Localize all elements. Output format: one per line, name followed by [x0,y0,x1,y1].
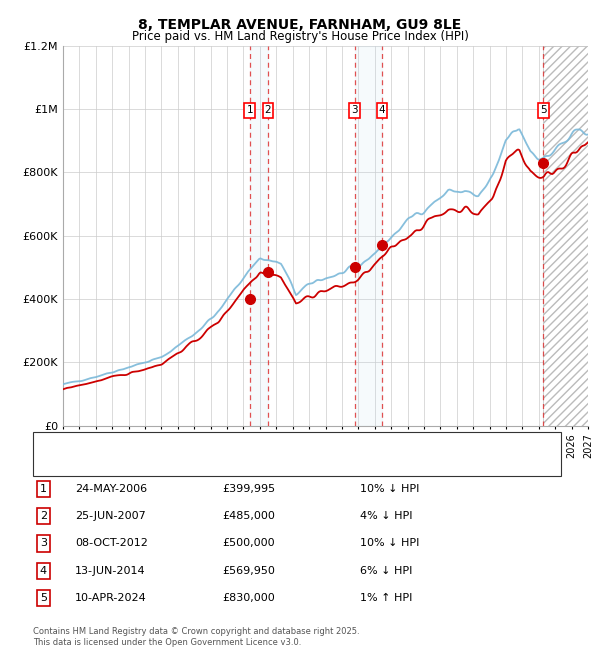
Text: 08-OCT-2012: 08-OCT-2012 [75,538,148,549]
Text: Contains HM Land Registry data © Crown copyright and database right 2025.
This d: Contains HM Land Registry data © Crown c… [33,627,359,647]
Text: 2: 2 [40,511,47,521]
Text: £569,950: £569,950 [222,566,275,576]
Text: 1: 1 [247,105,253,116]
Text: 1: 1 [40,484,47,494]
Bar [250,46,268,426]
Text: 25-JUN-2007: 25-JUN-2007 [75,511,146,521]
Bar [544,46,588,426]
Text: 4: 4 [379,105,385,116]
Text: 5: 5 [540,105,547,116]
Text: 10-APR-2024: 10-APR-2024 [75,593,147,603]
Text: £500,000: £500,000 [222,538,275,549]
Text: HPI: Average price, detached house, Waverley: HPI: Average price, detached house, Wave… [63,462,304,472]
Text: Price paid vs. HM Land Registry's House Price Index (HPI): Price paid vs. HM Land Registry's House … [131,30,469,43]
Text: 1% ↑ HPI: 1% ↑ HPI [360,593,412,603]
Text: 5: 5 [40,593,47,603]
Text: 6% ↓ HPI: 6% ↓ HPI [360,566,412,576]
Text: £485,000: £485,000 [222,511,275,521]
Text: 3: 3 [351,105,358,116]
Text: 10% ↓ HPI: 10% ↓ HPI [360,538,419,549]
Text: 2: 2 [265,105,271,116]
Text: 13-JUN-2014: 13-JUN-2014 [75,566,146,576]
Text: 8, TEMPLAR AVENUE, FARNHAM, GU9 8LE (detached house): 8, TEMPLAR AVENUE, FARNHAM, GU9 8LE (det… [63,451,373,462]
Text: £399,995: £399,995 [222,484,275,494]
Text: 3: 3 [40,538,47,549]
Text: £830,000: £830,000 [222,593,275,603]
Bar [355,46,382,426]
Text: 24-MAY-2006: 24-MAY-2006 [75,484,147,494]
Text: 4: 4 [40,566,47,576]
Text: 8, TEMPLAR AVENUE, FARNHAM, GU9 8LE: 8, TEMPLAR AVENUE, FARNHAM, GU9 8LE [139,18,461,32]
Text: 4% ↓ HPI: 4% ↓ HPI [360,511,413,521]
Text: 10% ↓ HPI: 10% ↓ HPI [360,484,419,494]
